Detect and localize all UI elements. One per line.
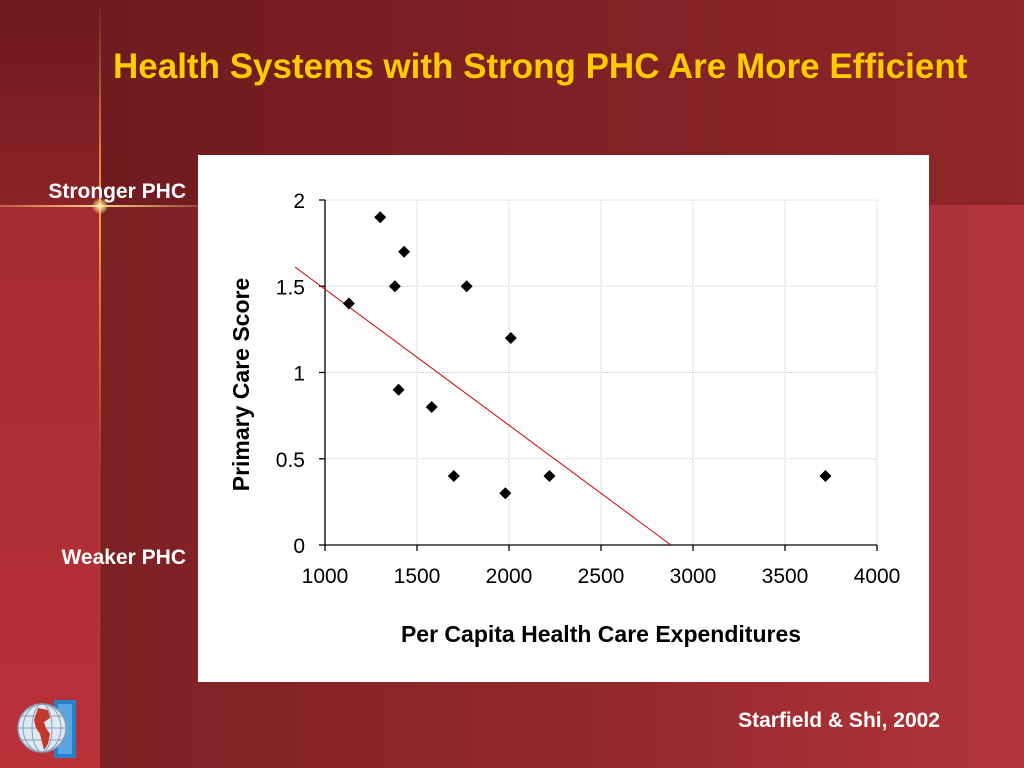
x-tick-label: 4000 xyxy=(854,565,901,588)
data-point-marker xyxy=(543,470,556,482)
x-tick-label: 3000 xyxy=(670,565,717,588)
slide-title: Health Systems with Strong PHC Are More … xyxy=(113,47,968,86)
stronger-phc-label: Stronger PHC xyxy=(48,180,186,203)
data-point-marker xyxy=(425,401,438,413)
data-point-marker xyxy=(374,211,387,224)
data-point-marker xyxy=(504,332,517,344)
citation: Starfield & Shi, 2002 xyxy=(738,709,940,732)
y-tick-label: 0 xyxy=(293,535,305,558)
x-tick-label: 1500 xyxy=(394,565,441,588)
x-axis-label: Per Capita Health Care Expenditures xyxy=(401,621,801,647)
x-tick-label: 2500 xyxy=(578,565,625,588)
trend-line xyxy=(294,266,672,546)
y-tick-label: 2 xyxy=(293,190,305,213)
data-point-marker xyxy=(388,280,401,293)
weaker-phc-label: Weaker PHC xyxy=(61,546,186,569)
data-point-marker xyxy=(398,245,411,258)
x-tick-label: 2000 xyxy=(486,565,533,588)
y-tick-label: 1 xyxy=(293,363,305,386)
decorative-light-flare xyxy=(92,198,108,214)
data-point-marker xyxy=(499,487,512,500)
background-left-strip xyxy=(0,205,100,768)
decorative-vertical-line xyxy=(99,0,101,768)
globe-americas-icon xyxy=(14,696,78,760)
data-point-marker xyxy=(819,470,832,482)
chart-panel: 1000 1500 2000 2500 3000 3500 4000 0 0.5 1 1.5 2 Per… xyxy=(198,155,929,682)
y-axis-label: Primary Care Score xyxy=(228,278,254,492)
data-point-marker xyxy=(392,383,405,396)
x-tick-label: 1000 xyxy=(302,565,349,588)
y-tick-label: 1.5 xyxy=(276,276,305,299)
background-top-left xyxy=(0,0,100,205)
y-tick-label: 0.5 xyxy=(276,449,305,472)
x-tick-label: 3500 xyxy=(762,565,809,588)
data-point-marker xyxy=(447,470,460,482)
data-point-marker xyxy=(460,280,473,293)
scatter-chart: 1000 1500 2000 2500 3000 3500 4000 0 0.5 1 1.5 2 Per… xyxy=(228,190,901,647)
data-point-marker xyxy=(342,297,355,310)
